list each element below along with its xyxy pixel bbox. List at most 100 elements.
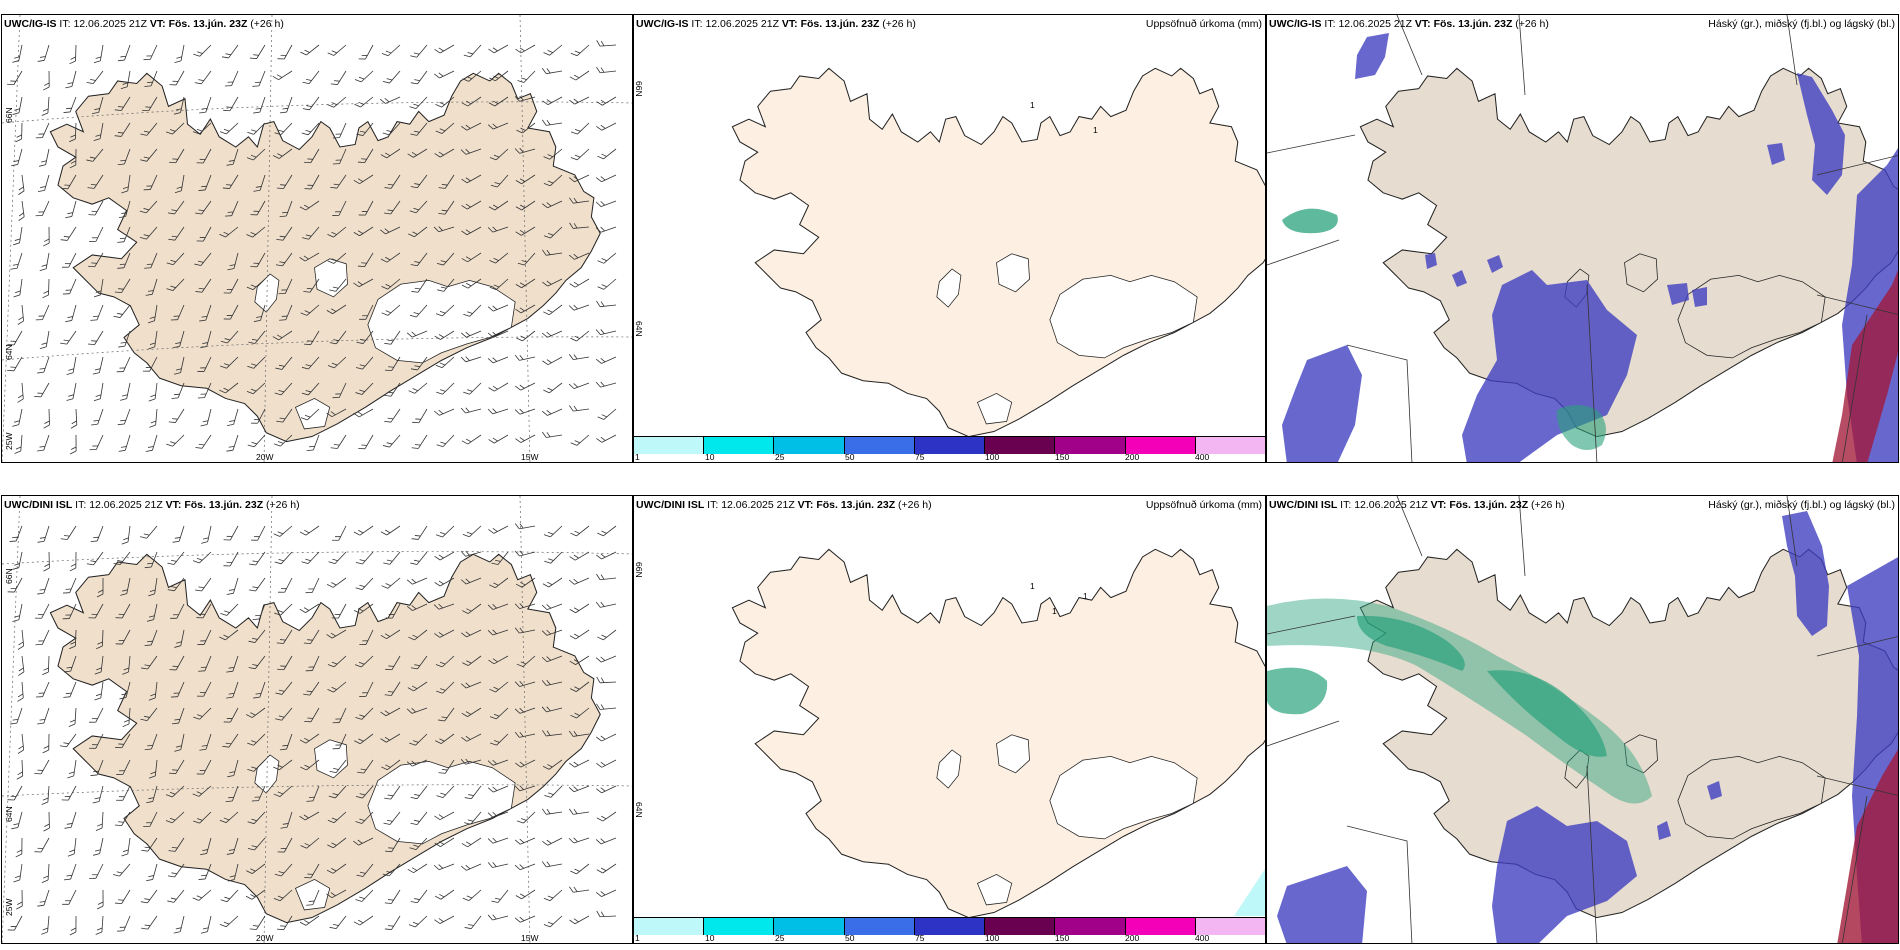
wind-barb-icon <box>595 884 617 899</box>
wind-barb-icon <box>121 524 131 546</box>
wind-barb-icon <box>34 834 50 856</box>
it-label: IT: <box>1340 499 1352 511</box>
wind-barb-icon <box>93 381 104 403</box>
wind-barb-icon <box>200 407 212 428</box>
wind-barb-icon <box>39 251 50 273</box>
wind-barb-icon <box>596 38 617 47</box>
wind-barb-icon <box>434 884 455 902</box>
wind-barb-icon <box>358 41 374 63</box>
colorbar-swatch <box>704 918 775 935</box>
coastline <box>731 548 1265 919</box>
wind-barb-icon <box>39 329 50 351</box>
wind-barb-icon <box>541 403 563 418</box>
wind-barb-icon <box>541 597 563 612</box>
wind-barb-icon <box>225 432 239 454</box>
wind-barb-icon <box>357 431 374 452</box>
wind-barb-icon <box>86 66 104 87</box>
wind-barb-icon <box>15 629 25 650</box>
vt-value: Fös. 13.jún. 23Z <box>1449 499 1529 511</box>
wind-barb-icon <box>119 381 131 402</box>
wind-barb-icon <box>93 43 104 65</box>
wind-barb-icon <box>223 522 239 544</box>
wind-barb-icon <box>33 379 50 400</box>
wind-barb-icon <box>327 40 347 58</box>
wind-barb-icon <box>330 67 347 88</box>
wind-barb-icon <box>596 675 617 684</box>
wind-barb-icon <box>90 523 104 545</box>
wind-barb-icon <box>382 430 401 450</box>
wind-barb-icon <box>595 429 617 445</box>
colorbar-label: 50 <box>845 933 855 943</box>
wind-barb-icon <box>174 43 185 65</box>
wind-barb-icon <box>140 912 158 932</box>
wind-barb-icon <box>595 169 617 184</box>
coastline <box>49 72 601 443</box>
precip-map <box>731 548 1265 919</box>
wind-barb-icon <box>13 277 23 299</box>
vt-value: Fös. 13.jún. 23Z <box>168 18 248 30</box>
wind-barb-icon <box>433 858 455 872</box>
wind-barb-icon <box>95 811 104 832</box>
wind-barb-icon <box>139 521 158 541</box>
colorbar-label: 10 <box>705 452 715 462</box>
wind-barb-icon <box>595 597 617 609</box>
wind-barb-icon <box>95 915 104 936</box>
wind-barb-icon <box>220 885 239 905</box>
wind-barb-icon <box>595 546 617 561</box>
lat-label-64: 64N <box>4 344 14 360</box>
wind-barb-icon <box>514 857 536 872</box>
wind-barb-icon <box>326 572 347 590</box>
precip-mark: 1 <box>1083 591 1088 601</box>
wind-barb-icon <box>596 701 617 711</box>
wind-barb-icon <box>595 832 617 846</box>
colorbar-swatch <box>1055 437 1126 454</box>
wind-barb-icon <box>64 199 77 220</box>
wind-barb-icon <box>354 91 374 110</box>
vt-label: VT: <box>1430 499 1447 511</box>
wind-barb-icon <box>88 223 104 245</box>
wind-barb-icon <box>169 67 185 88</box>
wind-barb-icon <box>462 885 482 903</box>
wind-barb-icon <box>192 547 212 566</box>
wind-barb-icon <box>596 520 617 539</box>
wind-barb-icon <box>384 912 401 933</box>
it-label: IT: <box>691 18 703 30</box>
wind-barb-icon <box>37 42 50 64</box>
wind-barb-icon <box>251 68 266 90</box>
wind-barb-icon <box>66 355 77 377</box>
vt-value: Fös. 13.jún. 23Z <box>1433 18 1513 30</box>
wind-barb-icon <box>277 574 293 596</box>
panel-header: UWC/DINI ISL IT: 12.06.2025 21Z VT: Fös.… <box>636 499 932 511</box>
wind-barb-icon <box>222 93 239 114</box>
colorbar-label: 1 <box>635 452 640 462</box>
wind-barb-icon <box>330 431 347 452</box>
wind-barb-icon <box>514 545 536 558</box>
wind-barb-icon <box>248 574 266 594</box>
wind-barb-icon <box>69 551 77 572</box>
map-panel-wind-bottom: UWC/DINI ISL IT: 12.06.2025 21Z VT: Fös.… <box>1 495 633 944</box>
wind-barb-icon <box>249 41 266 62</box>
wind-barb-icon <box>87 327 104 348</box>
wind-barb-icon <box>36 575 50 597</box>
wind-barb-icon <box>488 39 509 55</box>
wind-barb-icon <box>36 354 50 376</box>
wind-barb-icon <box>488 429 509 446</box>
wind-barb-icon <box>514 350 536 362</box>
wind-barb-icon <box>514 832 536 846</box>
lat-label-64: 64N <box>634 321 644 337</box>
wind-barb-icon <box>226 575 239 597</box>
map-panel-cloud-bottom: UWC/DINI ISL IT: 12.06.2025 21Z VT: Fös.… <box>1266 495 1899 944</box>
it-label: IT: <box>1324 18 1336 30</box>
vt-label: VT: <box>149 18 166 30</box>
wind-barb-icon <box>461 429 482 447</box>
wind-barb-icon <box>121 836 131 858</box>
wind-map <box>2 15 632 462</box>
colorbar-swatch <box>1125 437 1196 454</box>
wind-barb-icon <box>12 602 23 624</box>
wind-barb-icon <box>544 781 563 800</box>
wind-barb-icon <box>69 434 77 455</box>
wind-barb-icon <box>410 885 428 906</box>
wind-barb-icon <box>62 575 77 596</box>
colorbar-label: 25 <box>775 452 785 462</box>
wind-barb-icon <box>192 40 212 59</box>
